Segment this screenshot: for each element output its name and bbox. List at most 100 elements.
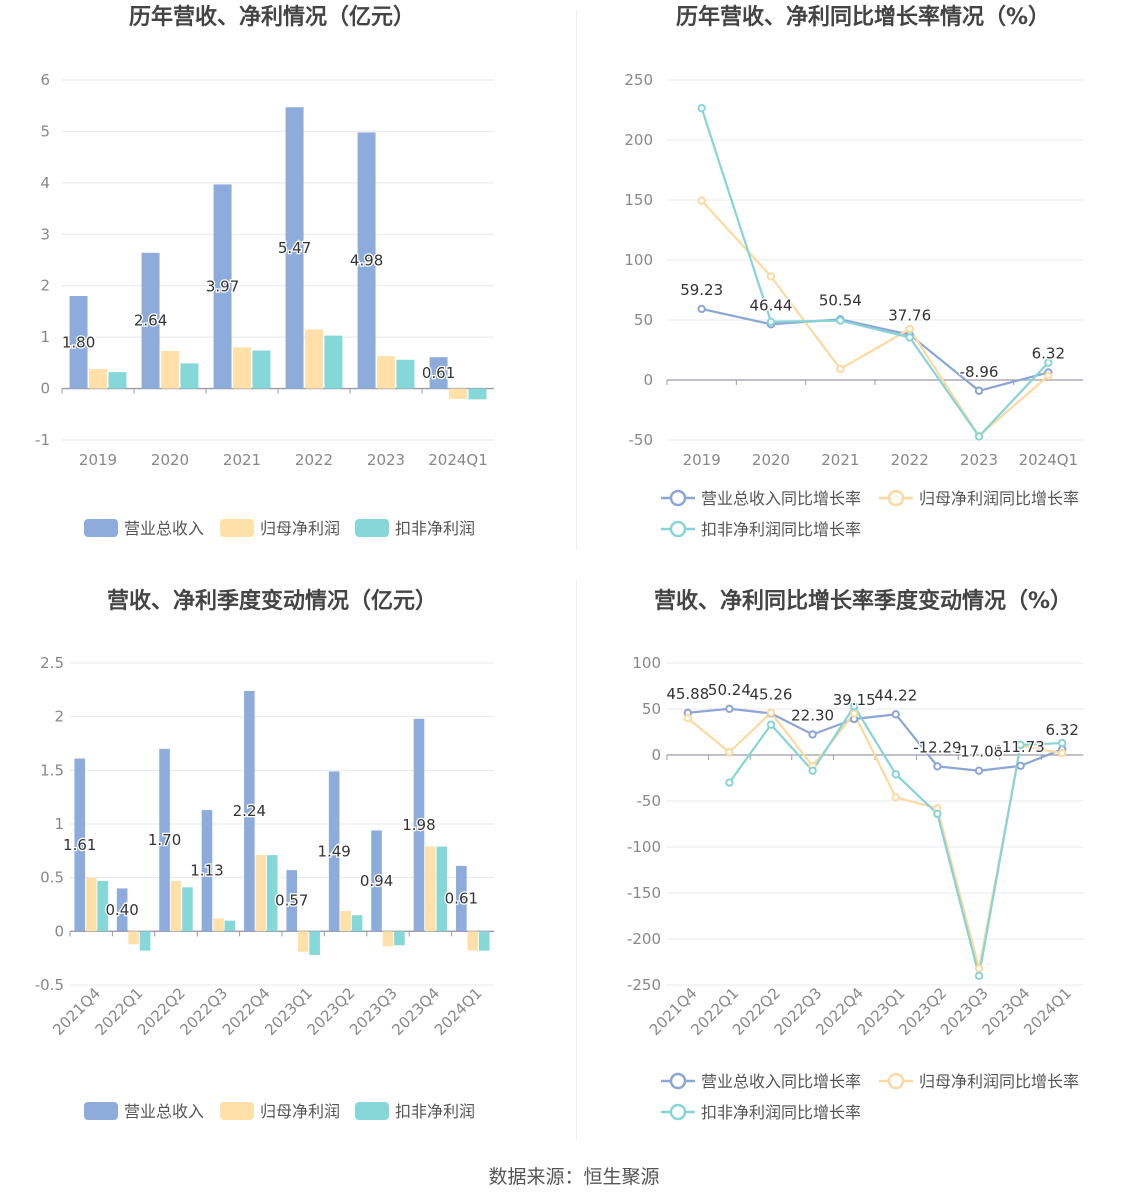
bar-parent-profit bbox=[89, 369, 107, 389]
line-point bbox=[725, 704, 734, 713]
bar-parent-profit bbox=[377, 356, 395, 389]
legend-swatch bbox=[84, 519, 118, 537]
bar-revenue bbox=[159, 748, 170, 932]
bar-revenue bbox=[357, 132, 376, 389]
bar-value-label: 0.40 bbox=[105, 901, 138, 919]
bar-parent-profit bbox=[449, 388, 467, 399]
bar-deducted-profit bbox=[436, 846, 448, 932]
x-tick-label: 2024Q1 bbox=[428, 451, 488, 469]
y-tick-label: -100 bbox=[627, 838, 661, 856]
line-point bbox=[1044, 358, 1053, 367]
vertical-divider-bottom bbox=[576, 580, 577, 1140]
line-value-label: 22.30 bbox=[791, 706, 834, 724]
bar-parent-profit bbox=[425, 846, 436, 932]
bar-value-label: 1.61 bbox=[63, 836, 96, 854]
line-value-label: 39.15 bbox=[833, 691, 876, 709]
y-tick-label: -50 bbox=[629, 431, 654, 449]
line-value-label: -17.08 bbox=[955, 743, 1003, 761]
quarterly-revenue-profit-chart: 营收、净利季度变动情况（亿元）2.521.510.50-0.52021Q4202… bbox=[35, 588, 494, 1121]
legend-label: 扣非净利润 bbox=[395, 519, 475, 538]
line-parent-profit-growth bbox=[700, 199, 1050, 438]
legend-label: 扣非净利润 bbox=[395, 1102, 475, 1121]
legend-marker bbox=[669, 1103, 687, 1121]
bar-parent-profit bbox=[233, 347, 251, 389]
line-point bbox=[1058, 738, 1067, 748]
bar-deducted-profit bbox=[108, 372, 127, 389]
y-tick-label: 0.5 bbox=[40, 869, 64, 887]
bar-value-label: 1.13 bbox=[190, 862, 223, 880]
line-value-label: 45.26 bbox=[750, 685, 793, 703]
bar-value-label: 3.97 bbox=[206, 277, 239, 295]
y-tick-label: -150 bbox=[627, 884, 661, 902]
bar-parent-profit bbox=[128, 931, 139, 945]
y-tick-label: 0 bbox=[54, 922, 64, 940]
bar-parent-profit bbox=[170, 880, 182, 932]
y-tick-label: 1 bbox=[40, 328, 50, 346]
y-tick-label: 250 bbox=[624, 71, 653, 89]
x-tick-label: 2020 bbox=[752, 451, 790, 469]
bar-revenue bbox=[286, 870, 298, 932]
line-deducted-profit-growth bbox=[700, 107, 1050, 439]
annual-growth-rate-chart: 历年营收、净利同比增长率情况（%） 250 200 150 100 50 0 -50 2019 2… bbox=[624, 4, 1083, 539]
y-tick-label: 1 bbox=[54, 815, 64, 833]
legend-marker bbox=[669, 520, 687, 538]
bar-value-label: 0.61 bbox=[445, 890, 478, 908]
chart-title: 历年营收、净利情况（亿元） bbox=[129, 4, 415, 30]
x-tick-label: 2024Q1 bbox=[431, 984, 486, 1039]
legend-marker bbox=[887, 489, 905, 507]
bar-value-label: 1.70 bbox=[148, 831, 181, 849]
line-value-label: 59.23 bbox=[680, 281, 723, 299]
x-tick-label: 2022 bbox=[891, 451, 929, 469]
legend-swatch bbox=[355, 519, 389, 537]
y-tick-label: 4 bbox=[40, 174, 50, 192]
line-point bbox=[905, 333, 914, 342]
line-point bbox=[808, 766, 817, 775]
bar-deducted-profit bbox=[182, 887, 193, 932]
chart-title: 营收、净利同比增长率季度变动情况（%） bbox=[654, 588, 1072, 614]
y-tick-label: 0 bbox=[40, 380, 50, 398]
bar-deducted-profit bbox=[252, 350, 271, 389]
bar-parent-profit bbox=[305, 329, 323, 389]
line-value-label: 6.32 bbox=[1045, 721, 1078, 739]
bar-revenue bbox=[285, 107, 304, 389]
bar-value-label: 2.64 bbox=[134, 312, 167, 330]
x-tick-label: 2021 bbox=[223, 451, 261, 469]
legend-label: 营业总收入同比增长率 bbox=[701, 489, 861, 508]
line-point bbox=[905, 324, 914, 334]
line-value-label: 44.22 bbox=[874, 686, 917, 704]
data-source-note: 数据来源：恒生聚源 bbox=[488, 1166, 660, 1188]
bar-parent-profit bbox=[213, 918, 224, 932]
bar-revenue bbox=[116, 888, 128, 932]
annual-revenue-profit-chart: 历年营收、净利情况（亿元） 6 5 4 3 2 1 0 -1 2019 2020 2021 2022 20… bbox=[35, 4, 494, 538]
line-point bbox=[725, 748, 734, 757]
y-tick-label: 150 bbox=[624, 191, 653, 209]
line-point bbox=[974, 766, 984, 775]
legend-swatch bbox=[355, 1102, 389, 1120]
bar-deducted-profit bbox=[468, 388, 487, 400]
y-tick-label: 100 bbox=[632, 654, 661, 672]
bar-deducted-profit bbox=[394, 931, 405, 946]
bar-deducted-profit bbox=[478, 931, 490, 951]
bar-revenue bbox=[201, 810, 213, 932]
line-point bbox=[850, 702, 859, 711]
line-point bbox=[974, 432, 984, 441]
y-tick-label: 50 bbox=[642, 700, 661, 718]
legend-label: 扣非净利润同比增长率 bbox=[701, 1103, 861, 1122]
line-point bbox=[891, 710, 900, 719]
bar-value-label: 1.98 bbox=[402, 816, 435, 834]
legend-label: 归母净利润同比增长率 bbox=[919, 489, 1079, 508]
bar-deducted-profit bbox=[224, 920, 236, 932]
x-tick-label: 2019 bbox=[683, 451, 721, 469]
y-tick-label: 200 bbox=[624, 131, 653, 149]
line-point bbox=[933, 809, 942, 819]
x-tick-label: 2022 bbox=[295, 451, 333, 469]
line-point bbox=[891, 770, 900, 779]
bar-value-label: 0.61 bbox=[422, 364, 455, 382]
y-tick-label: -250 bbox=[627, 976, 661, 994]
legend-marker bbox=[669, 1072, 687, 1090]
bar-value-label: 2.24 bbox=[233, 802, 266, 820]
line-point bbox=[725, 778, 734, 787]
y-tick-label: 2 bbox=[54, 708, 64, 726]
line-point bbox=[891, 793, 900, 802]
chart-title: 营收、净利季度变动情况（亿元） bbox=[107, 588, 437, 614]
